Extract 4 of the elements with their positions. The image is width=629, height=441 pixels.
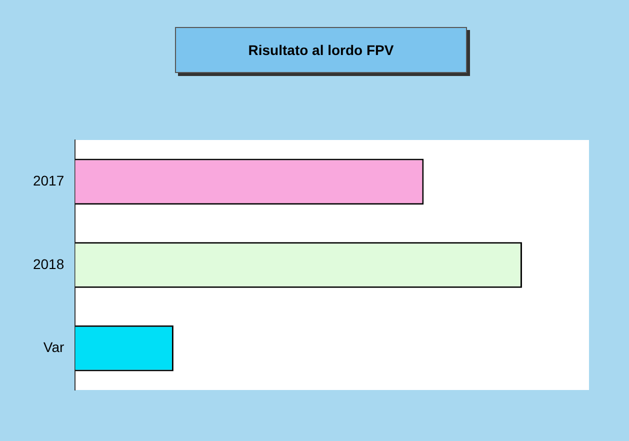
chart-title: Risultato al lordo FPV <box>175 27 467 73</box>
y-tick-label: Var <box>43 339 64 356</box>
y-tick-label: 2018 <box>32 256 64 272</box>
y-tick-label: 2017 <box>32 172 64 189</box>
